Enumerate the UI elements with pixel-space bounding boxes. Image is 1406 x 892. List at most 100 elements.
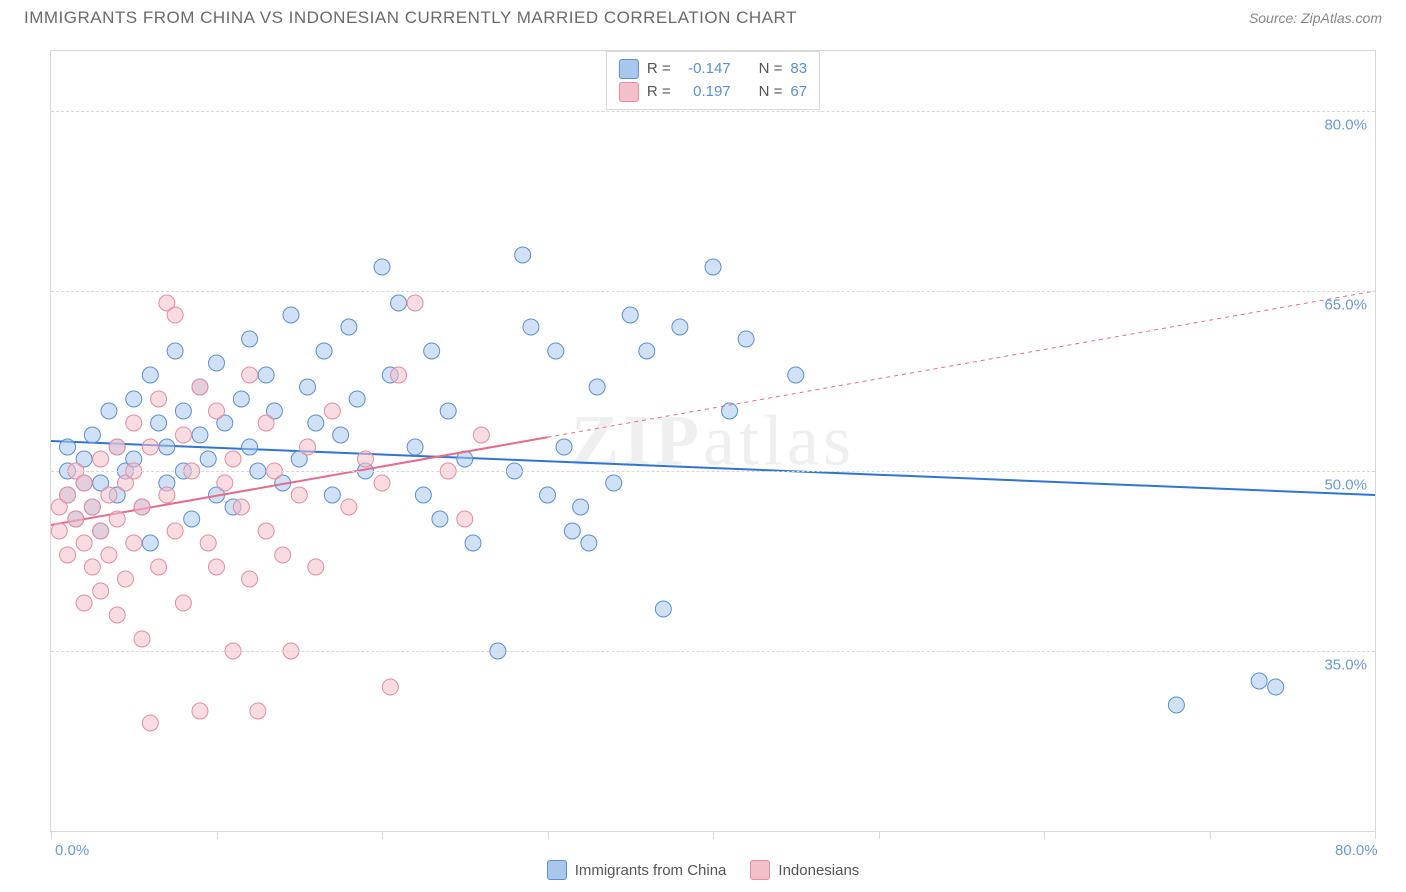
chart-svg	[51, 51, 1375, 831]
data-point-china	[407, 439, 423, 455]
data-point-indonesians	[126, 535, 142, 551]
data-point-china	[573, 499, 589, 515]
data-point-china	[440, 403, 456, 419]
data-point-indonesians	[60, 487, 76, 503]
n-label: N =	[759, 81, 783, 104]
data-point-china	[341, 319, 357, 335]
data-point-indonesians	[109, 511, 125, 527]
data-point-china	[349, 391, 365, 407]
data-point-indonesians	[93, 523, 109, 539]
data-point-china	[672, 319, 688, 335]
data-point-china	[523, 319, 539, 335]
data-point-china	[258, 367, 274, 383]
data-point-indonesians	[258, 523, 274, 539]
x-tick-label: 80.0%	[1335, 842, 1378, 859]
data-point-china	[622, 307, 638, 323]
data-point-indonesians	[341, 499, 357, 515]
data-point-indonesians	[151, 391, 167, 407]
data-point-china	[564, 523, 580, 539]
data-point-indonesians	[76, 535, 92, 551]
data-point-china	[60, 439, 76, 455]
r-label: R =	[647, 58, 671, 81]
gridline	[51, 111, 1375, 112]
data-point-indonesians	[101, 487, 117, 503]
data-point-indonesians	[192, 703, 208, 719]
data-point-indonesians	[84, 499, 100, 515]
data-point-china	[424, 343, 440, 359]
legend-label-indonesians: Indonesians	[778, 862, 859, 879]
data-point-indonesians	[109, 439, 125, 455]
legend-item-china: Immigrants from China	[547, 860, 727, 880]
data-point-indonesians	[209, 403, 225, 419]
swatch-indonesians	[619, 82, 639, 102]
legend-swatch-china	[547, 860, 567, 880]
chart-title: IMMIGRANTS FROM CHINA VS INDONESIAN CURR…	[24, 8, 797, 28]
data-point-indonesians	[250, 703, 266, 719]
data-point-indonesians	[308, 559, 324, 575]
data-point-china	[84, 427, 100, 443]
data-point-china	[300, 379, 316, 395]
data-point-indonesians	[324, 403, 340, 419]
data-point-indonesians	[76, 475, 92, 491]
y-tick-label: 35.0%	[1324, 657, 1367, 674]
x-tick	[382, 831, 383, 839]
data-point-china	[142, 535, 158, 551]
legend-swatch-indonesians	[750, 860, 770, 880]
x-tick	[1210, 831, 1211, 839]
data-point-indonesians	[159, 487, 175, 503]
data-point-indonesians	[93, 451, 109, 467]
data-point-indonesians	[51, 523, 67, 539]
data-point-china	[655, 601, 671, 617]
legend-label-china: Immigrants from China	[575, 862, 727, 879]
data-point-china	[142, 367, 158, 383]
data-point-indonesians	[126, 415, 142, 431]
data-point-china	[548, 343, 564, 359]
data-point-indonesians	[457, 511, 473, 527]
x-tick	[217, 831, 218, 839]
data-point-china	[209, 355, 225, 371]
data-point-indonesians	[142, 439, 158, 455]
data-point-china	[639, 343, 655, 359]
data-point-indonesians	[93, 583, 109, 599]
data-point-indonesians	[109, 607, 125, 623]
y-tick-label: 80.0%	[1324, 117, 1367, 134]
x-tick	[713, 831, 714, 839]
legend-item-indonesians: Indonesians	[750, 860, 859, 880]
data-point-china	[101, 403, 117, 419]
gridline	[51, 471, 1375, 472]
data-point-indonesians	[233, 499, 249, 515]
data-point-indonesians	[357, 451, 373, 467]
stats-legend-box: R =-0.147N =83R =0.197N =67	[606, 51, 820, 110]
data-point-china	[242, 331, 258, 347]
data-point-indonesians	[76, 595, 92, 611]
data-point-indonesians	[225, 451, 241, 467]
data-point-china	[175, 403, 191, 419]
data-point-china	[1251, 673, 1267, 689]
n-value: 67	[790, 81, 807, 104]
data-point-indonesians	[217, 475, 233, 491]
data-point-china	[374, 259, 390, 275]
data-point-indonesians	[101, 547, 117, 563]
data-point-china	[316, 343, 332, 359]
n-value: 83	[790, 58, 807, 81]
data-point-indonesians	[473, 427, 489, 443]
y-tick-label: 65.0%	[1324, 297, 1367, 314]
data-point-indonesians	[192, 379, 208, 395]
gridline	[51, 651, 1375, 652]
source-attribution: Source: ZipAtlas.com	[1249, 10, 1382, 26]
data-point-china	[788, 367, 804, 383]
x-tick-label: 0.0%	[55, 842, 89, 859]
data-point-china	[126, 391, 142, 407]
x-tick	[1375, 831, 1376, 839]
data-point-indonesians	[134, 499, 150, 515]
y-tick-label: 50.0%	[1324, 477, 1367, 494]
n-label: N =	[759, 58, 783, 81]
r-value: 0.197	[679, 81, 731, 104]
data-point-indonesians	[391, 367, 407, 383]
data-point-china	[333, 427, 349, 443]
data-point-china	[151, 415, 167, 431]
trend-line-dashed-indonesians	[548, 291, 1376, 437]
data-point-indonesians	[291, 487, 307, 503]
data-point-indonesians	[242, 367, 258, 383]
data-point-indonesians	[151, 559, 167, 575]
